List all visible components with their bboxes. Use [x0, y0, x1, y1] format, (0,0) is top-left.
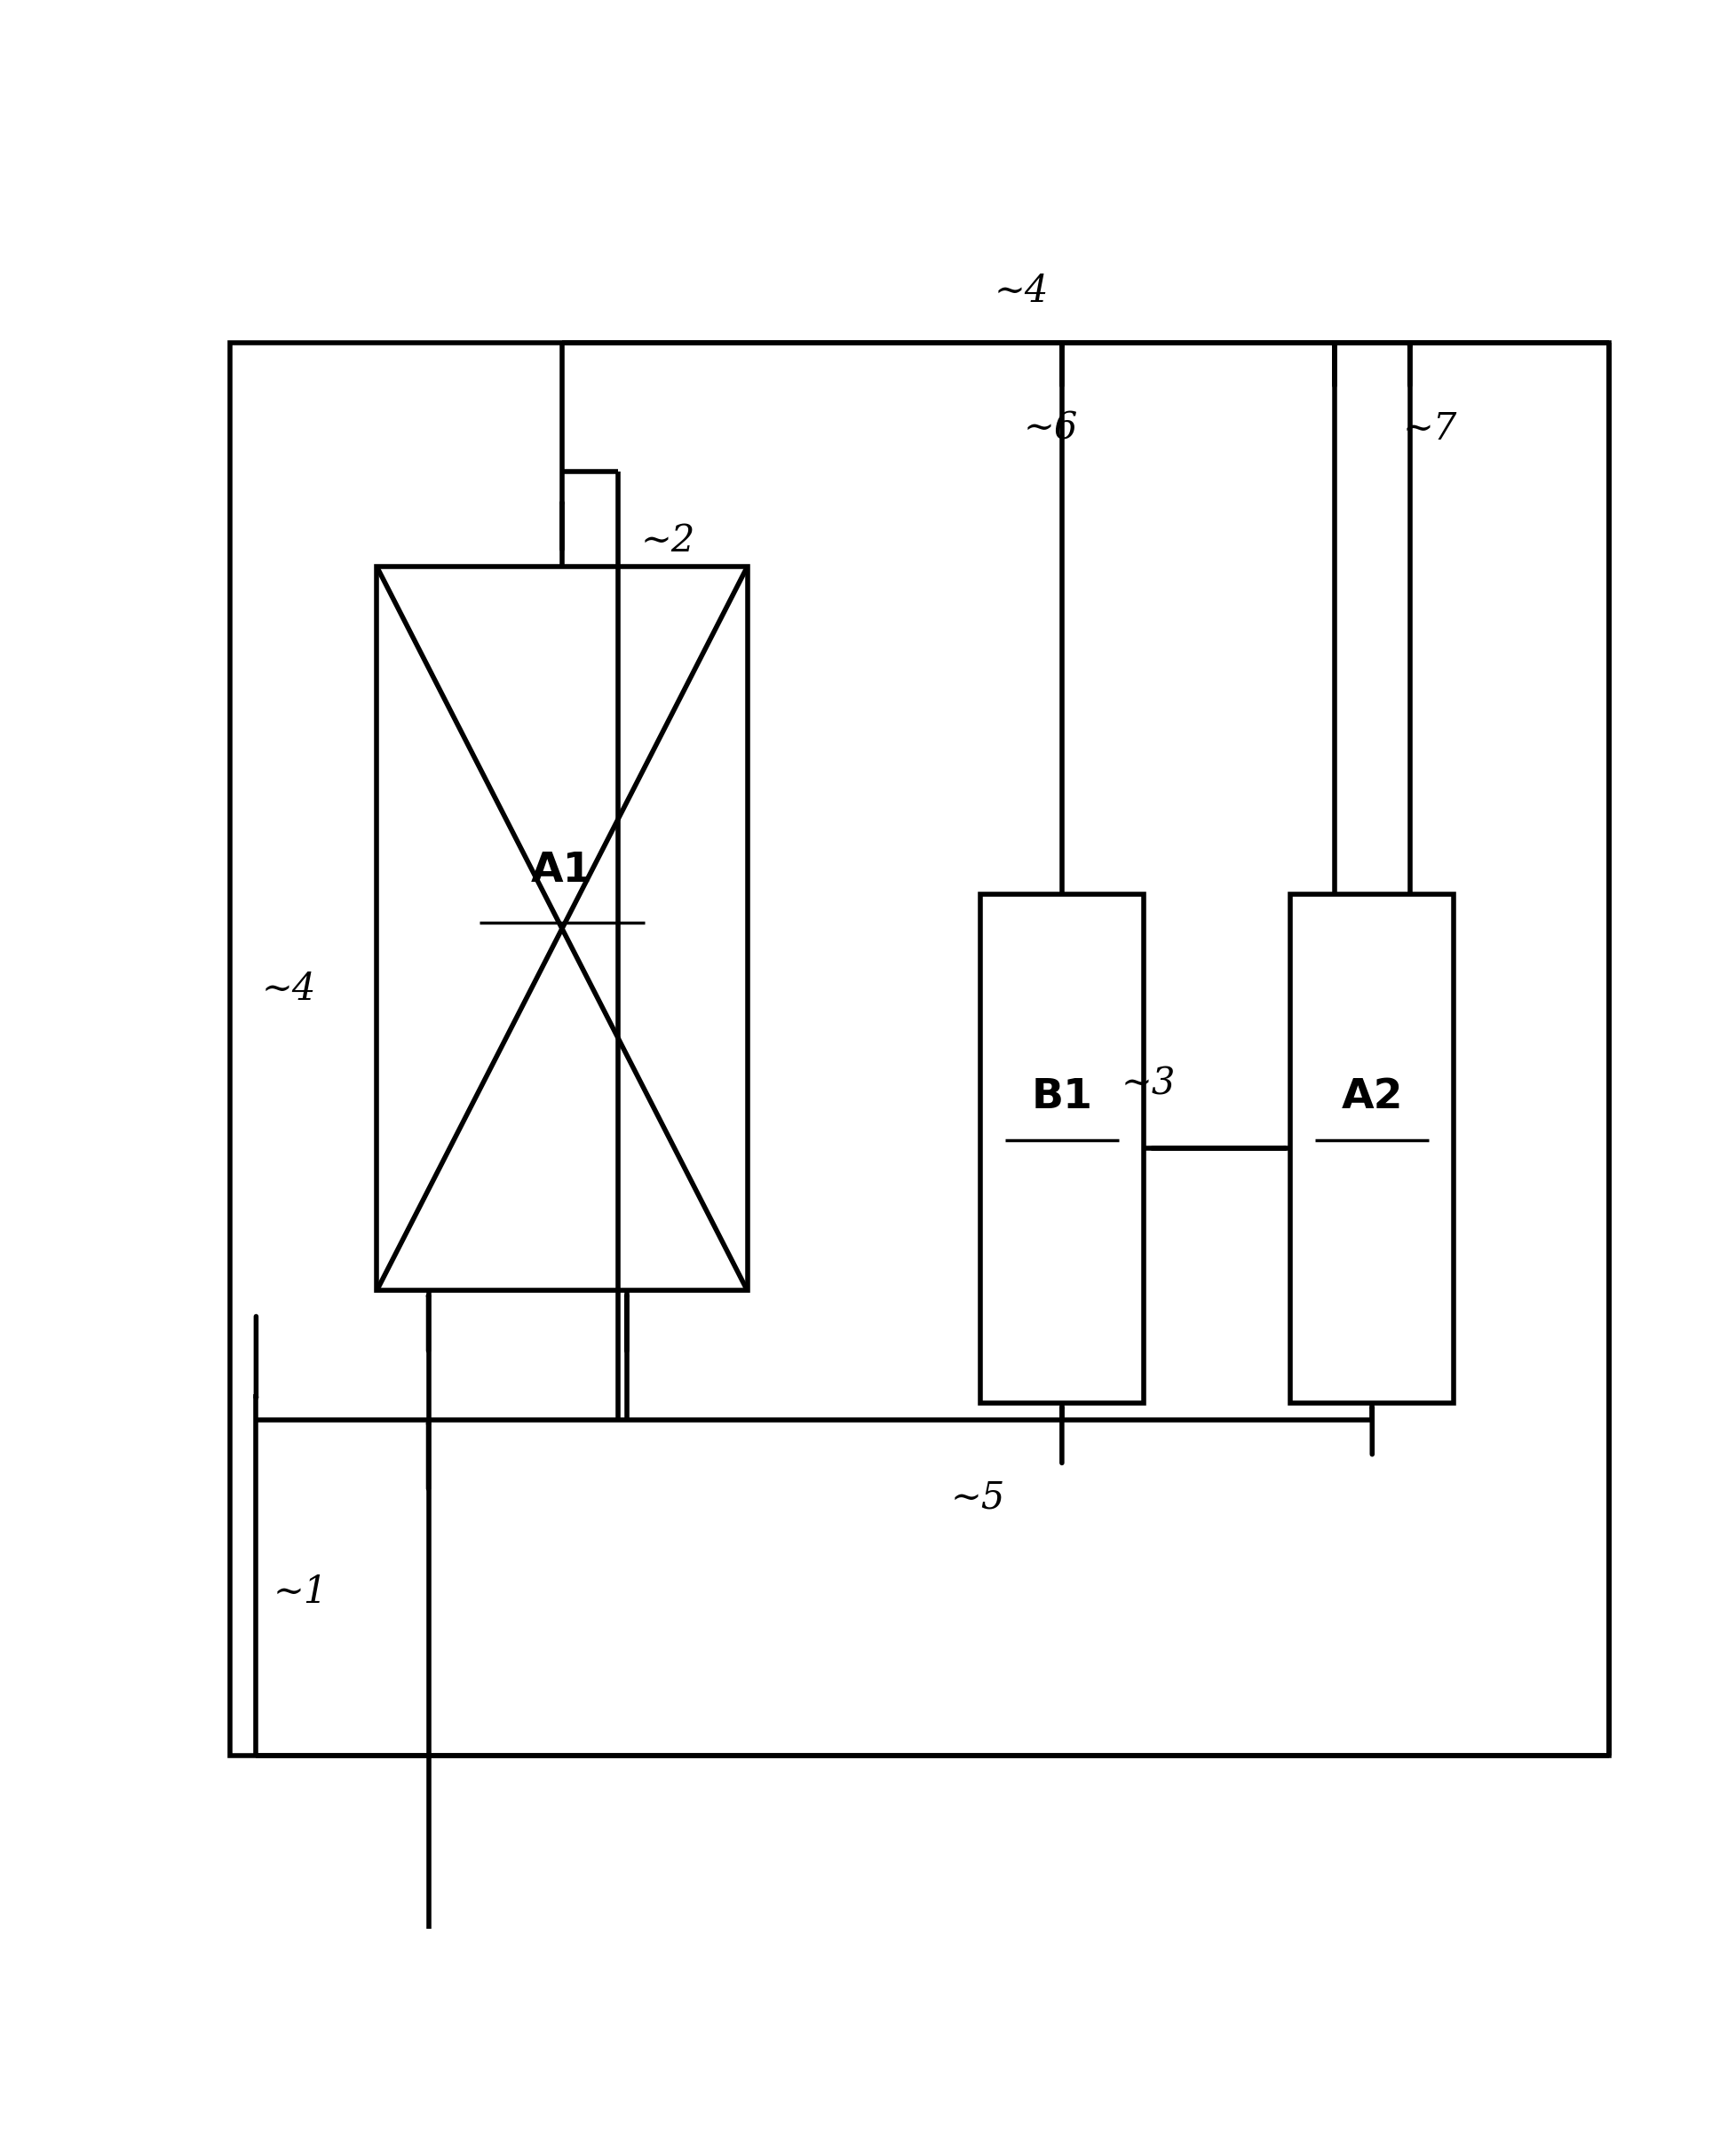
Bar: [377, 567, 746, 1290]
Text: A2: A2: [1342, 1077, 1403, 1118]
Text: ∼4: ∼4: [993, 273, 1049, 309]
Text: ∼1: ∼1: [273, 1574, 328, 1610]
Text: ∼2: ∼2: [641, 523, 694, 559]
Text: ∼5: ∼5: [951, 1478, 1005, 1517]
Bar: [231, 343, 1609, 1755]
Text: ∼6: ∼6: [1023, 410, 1078, 448]
Text: ∼7: ∼7: [1403, 410, 1457, 448]
Bar: [981, 894, 1144, 1404]
Text: B1: B1: [1031, 1077, 1092, 1118]
Text: ∼3: ∼3: [1121, 1064, 1175, 1103]
Bar: [1290, 894, 1455, 1404]
Text: A1: A1: [531, 851, 594, 892]
Text: ∼4: ∼4: [262, 971, 316, 1007]
